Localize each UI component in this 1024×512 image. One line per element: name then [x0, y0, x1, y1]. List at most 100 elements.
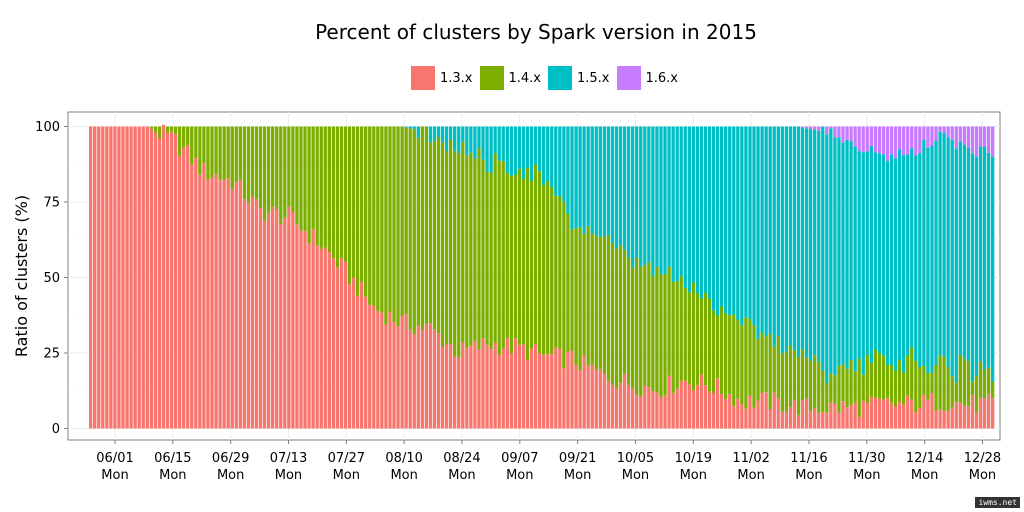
bar-segment-1-6-x: [966, 126, 971, 148]
bar-segment-1-4-x: [853, 371, 857, 403]
bar-segment-1-3-x: [347, 284, 352, 429]
bar-segment-1-4-x: [804, 357, 809, 399]
bar-segment-1-3-x: [246, 203, 251, 429]
bar-segment-1-6-x: [853, 126, 857, 147]
bar-segment-1-4-x: [218, 126, 222, 180]
bar-segment-1-5-x: [497, 126, 501, 161]
bar-segment-1-5-x: [703, 126, 708, 293]
bar-segment-1-3-x: [311, 229, 315, 429]
bar-segment-1-5-x: [671, 126, 675, 282]
bar-segment-1-6-x: [804, 126, 809, 129]
bar-segment-1-3-x: [194, 157, 198, 429]
bar-segment-1-5-x: [788, 126, 793, 346]
bar-segment-1-5-x: [942, 132, 946, 357]
bar-segment-1-5-x: [683, 126, 687, 288]
bar-segment-1-3-x: [234, 182, 238, 429]
bar-segment-1-5-x: [675, 126, 679, 282]
bar-segment-1-3-x: [275, 209, 279, 429]
bar-segment-1-3-x: [89, 126, 93, 429]
bar-segment-1-4-x: [966, 361, 971, 407]
bar-segment-1-6-x: [942, 126, 946, 133]
bar-segment-1-3-x: [618, 383, 623, 429]
bar-segment-1-3-x: [501, 348, 505, 429]
bar-segment-1-4-x: [271, 126, 275, 208]
bar-segment-1-3-x: [157, 138, 162, 429]
bar-segment-1-3-x: [691, 390, 695, 429]
bar-segment-1-5-x: [865, 151, 869, 355]
axes-layer: 0 25 50 75 100 06/01 Mon 06/15 Mon 06/29 Mon 07/13 M…: [12, 120, 1001, 483]
bar-segment-1-3-x: [699, 374, 704, 429]
bar-segment-1-6-x: [986, 126, 991, 153]
bar-segment-1-3-x: [663, 395, 667, 429]
bar-segment-1-5-x: [558, 126, 562, 197]
bar-segment-1-5-x: [829, 128, 833, 374]
x-tick-label-day: Mon: [737, 468, 764, 483]
bar-segment-1-3-x: [804, 398, 809, 429]
bar-segment-1-4-x: [355, 126, 360, 296]
bar-segment-1-4-x: [497, 160, 501, 355]
bar-segment-1-3-x: [740, 404, 744, 429]
bar-segment-1-4-x: [444, 151, 449, 344]
bar-segment-1-3-x: [351, 277, 356, 429]
bar-segment-1-3-x: [902, 404, 906, 429]
bar-segment-1-4-x: [942, 356, 946, 411]
bar-segment-1-4-x: [707, 298, 712, 392]
bar-segment-1-5-x: [938, 131, 942, 356]
bar-segment-1-3-x: [206, 179, 210, 429]
bar-segment-1-3-x: [853, 402, 857, 429]
bar-segment-1-4-x: [481, 159, 485, 339]
bar-segment-1-3-x: [368, 304, 372, 429]
bar-segment-1-3-x: [481, 338, 485, 429]
bar-segment-1-6-x: [829, 126, 833, 129]
bar-segment-1-4-x: [772, 346, 776, 393]
bar-segment-1-4-x: [469, 152, 473, 346]
bar-segment-1-5-x: [505, 126, 509, 174]
bar-segment-1-4-x: [489, 172, 493, 350]
bar-segment-1-3-x: [291, 211, 295, 429]
bar-segment-1-4-x: [169, 126, 174, 132]
legend-item-1-5x: 1.5.x: [547, 65, 610, 91]
bar-segment-1-4-x: [865, 354, 869, 404]
bar-segment-1-5-x: [982, 146, 987, 370]
y-tick-label: 100: [35, 120, 60, 135]
bar-segment-1-3-x: [687, 384, 691, 429]
bar-segment-1-4-x: [780, 353, 784, 412]
bar-segment-1-3-x: [485, 344, 489, 429]
bar-segment-1-5-x: [845, 139, 849, 369]
bar-segment-1-3-x: [505, 338, 509, 429]
x-tick-label-day: Mon: [969, 468, 996, 483]
bar-segment-1-3-x: [384, 324, 388, 429]
bar-segment-1-5-x: [448, 126, 453, 140]
bar-segment-1-3-x: [869, 396, 873, 429]
bar-segment-1-5-x: [562, 126, 566, 202]
bar-segment-1-5-x: [594, 126, 598, 236]
bar-segment-1-3-x: [432, 329, 437, 429]
bar-segment-1-4-x: [477, 148, 481, 350]
bar-segment-1-4-x: [157, 126, 162, 139]
bar-segment-1-5-x: [481, 126, 485, 160]
bar-segment-1-6-x: [841, 126, 845, 143]
bar-segment-1-3-x: [813, 407, 817, 429]
bar-segment-1-4-x: [922, 365, 926, 395]
bar-segment-1-3-x: [529, 348, 534, 429]
bar-segment-1-6-x: [885, 126, 890, 162]
bar-segment-1-5-x: [412, 126, 416, 130]
bar-segment-1-5-x: [635, 126, 639, 259]
legend-item-1-3x: 1.3.x: [410, 65, 473, 91]
bar-segment-1-4-x: [926, 372, 930, 400]
bar-segment-1-5-x: [821, 126, 825, 371]
bar-segment-1-4-x: [829, 373, 833, 403]
bar-segment-1-3-x: [954, 402, 958, 429]
bar-segment-1-5-x: [910, 148, 914, 348]
bar-segment-1-3-x: [647, 387, 651, 429]
bar-segment-1-4-x: [574, 228, 578, 366]
bar-segment-1-6-x: [982, 126, 987, 147]
bar-segment-1-3-x: [129, 126, 133, 429]
bar-segment-1-4-x: [740, 325, 744, 405]
bar-segment-1-4-x: [986, 367, 991, 395]
bar-segment-1-5-x: [792, 126, 797, 351]
bar-segment-1-3-x: [703, 385, 708, 429]
bar-segment-1-5-x: [521, 126, 526, 179]
bar-segment-1-3-x: [833, 403, 837, 429]
bar-segment-1-5-x: [606, 126, 611, 236]
